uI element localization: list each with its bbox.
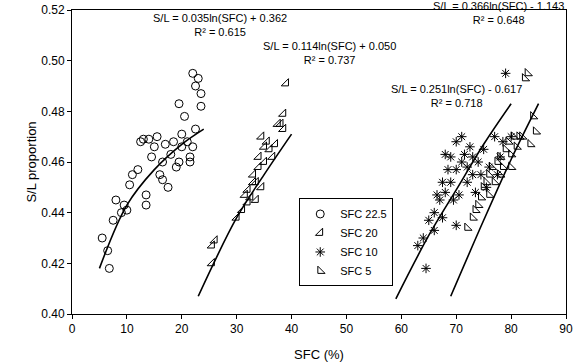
svg-text:0.48: 0.48 xyxy=(41,105,65,119)
svg-text:20: 20 xyxy=(175,322,189,336)
svg-text:70: 70 xyxy=(450,322,464,336)
svg-text:60: 60 xyxy=(395,322,409,336)
svg-text:S/L = 0.251ln(SFC) - 0.617R² =: S/L = 0.251ln(SFC) - 0.617R² = 0.718 xyxy=(391,83,522,109)
svg-text:S/L proportion: S/L proportion xyxy=(24,121,39,202)
svg-text:0.40: 0.40 xyxy=(41,307,65,321)
svg-text:50: 50 xyxy=(340,322,354,336)
svg-text:10: 10 xyxy=(120,322,134,336)
svg-text:SFC 22.5: SFC 22.5 xyxy=(340,208,386,220)
svg-text:SFC 20: SFC 20 xyxy=(340,227,377,239)
svg-text:40: 40 xyxy=(285,322,299,336)
svg-text:SFC 10: SFC 10 xyxy=(340,246,377,258)
svg-text:S/L = 0.035ln(SFC) + 0.362R² =: S/L = 0.035ln(SFC) + 0.362R² = 0.615 xyxy=(153,12,287,38)
svg-text:0.46: 0.46 xyxy=(41,155,65,169)
svg-text:S/L = 0.114ln(SFC) + 0.050R² =: S/L = 0.114ln(SFC) + 0.050R² = 0.737 xyxy=(263,40,396,66)
svg-text:SFC (%): SFC (%) xyxy=(294,347,344,362)
svg-text:SFC 5: SFC 5 xyxy=(340,265,371,277)
svg-text:0.50: 0.50 xyxy=(41,54,65,68)
svg-text:90: 90 xyxy=(559,322,573,336)
svg-text:0.44: 0.44 xyxy=(41,206,65,220)
svg-text:0.52: 0.52 xyxy=(41,3,65,17)
svg-text:S/L = 0.366ln(SFC) - 1.143R² =: S/L = 0.366ln(SFC) - 1.143R² = 0.648 xyxy=(433,0,564,26)
svg-text:30: 30 xyxy=(230,322,244,336)
svg-text:0.42: 0.42 xyxy=(41,257,65,271)
svg-text:0: 0 xyxy=(69,322,76,336)
svg-text:80: 80 xyxy=(504,322,518,336)
